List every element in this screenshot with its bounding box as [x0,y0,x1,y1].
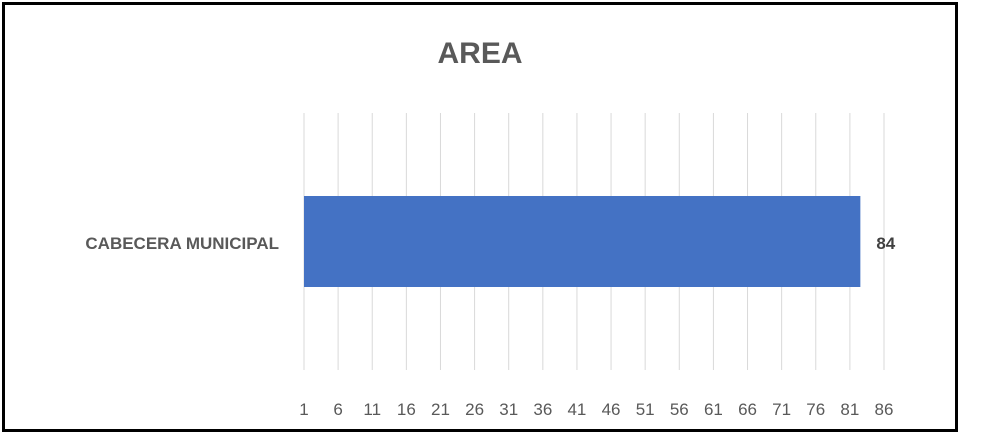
chart-title: AREA [437,37,522,70]
x-tick-label: 76 [806,400,825,419]
x-tick-label: 21 [431,400,450,419]
x-tick-label: 81 [840,400,859,419]
x-tick-label: 31 [499,400,518,419]
x-tick-label: 1 [299,400,308,419]
x-tick-label: 71 [772,400,791,419]
x-tick-label: 66 [738,400,757,419]
category-label: CABECERA MUNICIPAL [85,234,279,253]
x-axis-ticks: 1 6 11 16 21 26 31 36 41 46 51 56 61 66 71 76 81 86 [299,400,893,419]
right-margin [958,0,983,438]
x-tick-label: 36 [533,400,552,419]
x-tick-label: 6 [333,400,342,419]
x-tick-label: 61 [704,400,723,419]
x-tick-label: 11 [363,400,381,419]
data-label: 84 [876,234,895,253]
x-tick-label: 26 [465,400,484,419]
x-tick-label: 51 [636,400,655,419]
x-tick-label: 46 [602,400,621,419]
x-tick-label: 56 [670,400,689,419]
bars [304,196,861,287]
bar [304,196,861,287]
x-tick-label: 41 [567,400,586,419]
x-tick-label: 16 [397,400,416,419]
x-tick-label: 86 [875,400,894,419]
